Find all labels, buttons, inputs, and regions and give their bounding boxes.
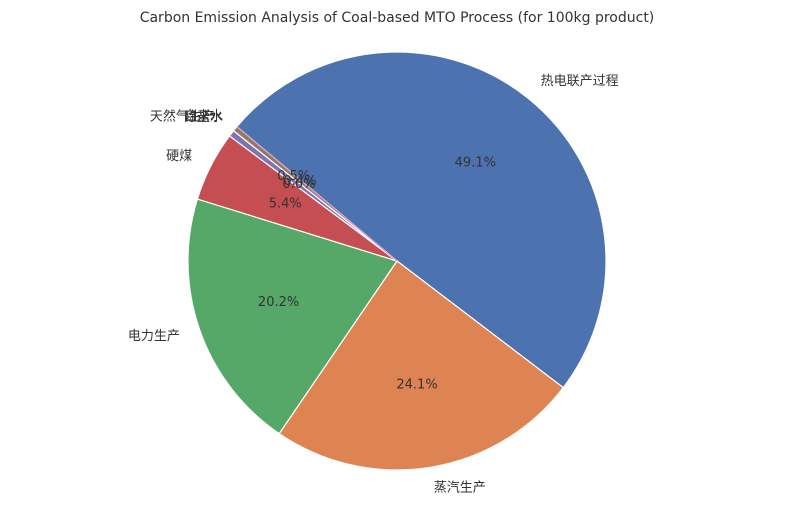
- slice-5-label: 自来水: [184, 109, 223, 124]
- pie-labels: 热电联产过程 49.1% 蒸汽生产 24.1% 电力生产 20.2% 硬煤 5.4% 自来水 0.…: [128, 74, 619, 496]
- slice-6-label: 除盐水: [184, 110, 223, 125]
- slice-1-label: 热电联产过程: [541, 74, 619, 89]
- slice-7-percent-label: 0.0%: [282, 177, 315, 192]
- slice-7-label: 天然气生产: [150, 109, 215, 125]
- slice-4-label: 硬煤: [166, 149, 192, 164]
- pie-slice-2: [278, 260, 565, 471]
- pie-slices: [187, 51, 607, 471]
- pie-slice-7: [236, 126, 398, 262]
- chart-title: Carbon Emission Analysis of Coal-based M…: [140, 10, 655, 26]
- slice-1-percent-label: 49.1%: [455, 156, 496, 171]
- slice-3-percent-label: 20.2%: [258, 295, 299, 310]
- pie-slice-6: [232, 125, 398, 262]
- slice-4-percent-label: 5.4%: [269, 197, 302, 212]
- slice-2-percent-label: 24.1%: [396, 377, 437, 392]
- slice-6-percent-label: 0.4%: [283, 174, 316, 189]
- pie-slice-1: [236, 51, 607, 389]
- slice-3-label: 电力生产: [128, 329, 180, 344]
- slice-5-percent-label: 0.5%: [277, 169, 310, 184]
- slice-2-label: 蒸汽生产: [434, 480, 486, 495]
- pie-slice-3: [187, 198, 398, 435]
